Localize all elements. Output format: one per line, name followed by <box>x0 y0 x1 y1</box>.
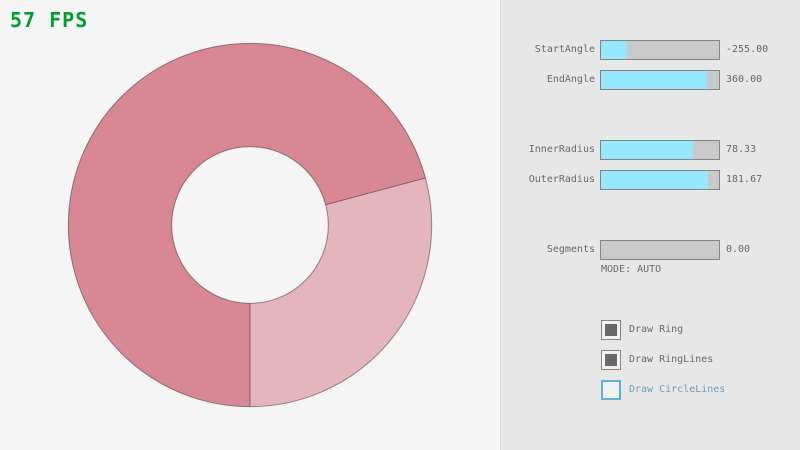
check-row-draw-ringlines: Draw RingLines <box>601 350 800 370</box>
draw-circlelines-checkbox[interactable] <box>601 380 621 400</box>
check-mark-icon <box>605 324 617 336</box>
fps-counter: 57 FPS <box>10 8 89 32</box>
start-angle-slider-fill <box>601 41 627 59</box>
ring-overlap-sector <box>68 43 426 407</box>
check-row-draw-ring: Draw Ring <box>601 320 800 340</box>
draw-ringlines-checkbox[interactable] <box>601 350 621 370</box>
draw-ringlines-label: Draw RingLines <box>629 354 714 365</box>
start-angle-value: -255.00 <box>726 44 769 55</box>
check-row-draw-circlelines: Draw CircleLines <box>601 380 800 400</box>
segments-slider[interactable] <box>600 240 720 260</box>
end-angle-label: EndAngle <box>546 74 595 85</box>
outer-radius-label: OuterRadius <box>528 174 595 185</box>
ring-outer-outline <box>67 42 433 408</box>
end-angle-slider-fill <box>601 71 708 89</box>
draw-ring-checkbox[interactable] <box>601 320 621 340</box>
inner-radius-slider[interactable] <box>600 140 720 160</box>
draw-circlelines-label: Draw CircleLines <box>629 384 726 395</box>
check-mark-icon <box>605 354 617 366</box>
ring-inner-outline <box>171 146 329 304</box>
controls-panel: StartAngle -255.00 EndAngle 360.00 Inner… <box>500 0 800 450</box>
inner-radius-value: 78.33 <box>726 144 757 155</box>
start-angle-label: StartAngle <box>534 44 595 55</box>
inner-radius-slider-fill <box>601 141 694 159</box>
slider-row-inner-radius: InnerRadius 78.33 <box>501 140 800 160</box>
end-angle-slider[interactable] <box>600 70 720 90</box>
outer-radius-slider-fill <box>601 171 709 189</box>
start-angle-slider[interactable] <box>600 40 720 60</box>
slider-row-outer-radius: OuterRadius 181.67 <box>501 170 800 190</box>
outer-radius-value: 181.67 <box>726 174 763 185</box>
slider-row-end-angle: EndAngle 360.00 <box>501 70 800 90</box>
segments-value: 0.00 <box>726 244 751 255</box>
ring-start-angle-line <box>325 177 426 206</box>
outer-radius-slider[interactable] <box>600 170 720 190</box>
draw-ring-label: Draw Ring <box>629 324 684 335</box>
segments-mode-text: MODE: AUTO <box>601 264 662 275</box>
segments-label: Segments <box>546 244 595 255</box>
end-angle-value: 360.00 <box>726 74 763 85</box>
ring-annulus <box>68 43 432 407</box>
slider-row-segments: Segments 0.00 <box>501 240 800 260</box>
inner-radius-label: InnerRadius <box>528 144 595 155</box>
slider-row-start-angle: StartAngle -255.00 <box>501 40 800 60</box>
